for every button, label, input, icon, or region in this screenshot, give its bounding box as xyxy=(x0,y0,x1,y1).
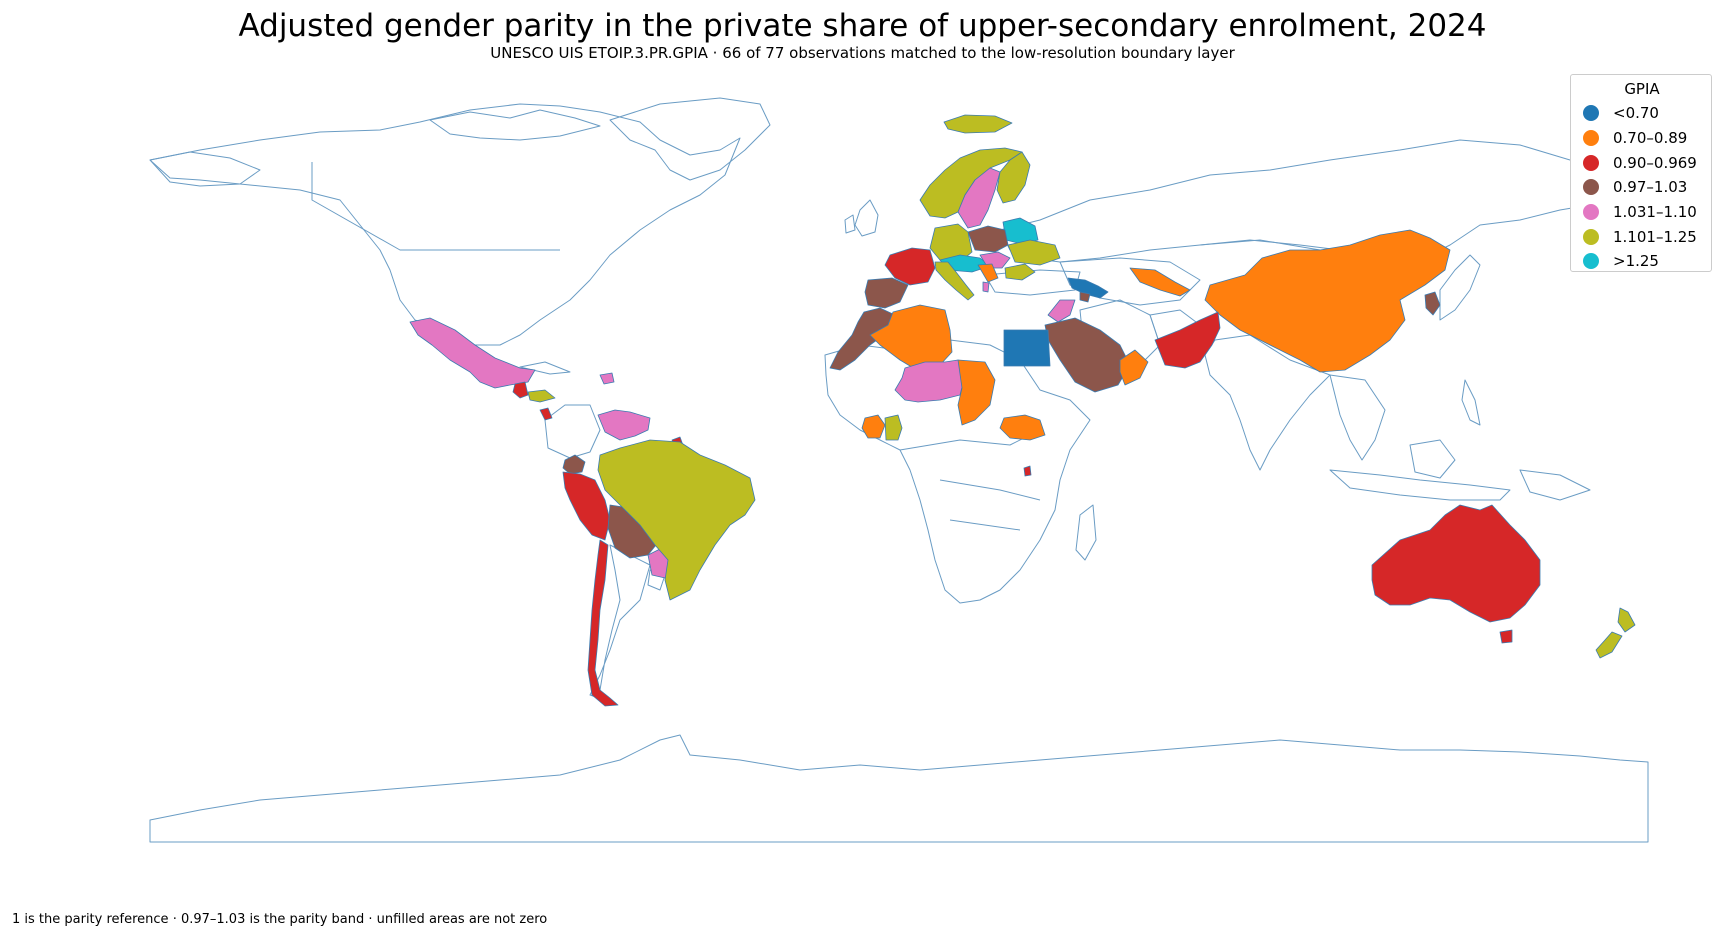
region-chile xyxy=(587,539,619,707)
region-balkans xyxy=(977,263,999,283)
footnote: 1 is the parity reference · 0.97–1.03 is… xyxy=(12,912,548,927)
region-korea xyxy=(1424,291,1441,316)
legend-swatch xyxy=(1583,155,1599,171)
region-brazil xyxy=(597,439,756,601)
region-iberia xyxy=(864,277,909,309)
region-romania xyxy=(1004,263,1036,281)
legend-label: 0.97–1.03 xyxy=(1613,178,1688,196)
africa-internal-2 xyxy=(939,479,1041,501)
region-mexico xyxy=(409,317,536,389)
canada-line xyxy=(311,162,560,251)
alaska-outline xyxy=(149,151,261,187)
region-italy xyxy=(934,261,975,301)
legend-label: 1.101–1.25 xyxy=(1613,228,1697,246)
region-albania xyxy=(982,281,990,293)
philippines-outline xyxy=(1461,379,1481,426)
map-title: Adjusted gender parity in the private sh… xyxy=(238,8,1487,44)
region-guinea-sl xyxy=(861,414,886,439)
map-subtitle: UNESCO UIS ETOIP.3.PR.GPIA · 66 of 77 ob… xyxy=(490,44,1235,62)
africa-internal-3 xyxy=(949,519,1021,531)
region-poland xyxy=(967,225,1009,253)
colombia-outline xyxy=(544,404,601,459)
region-tasmania xyxy=(1499,629,1513,644)
uk-outline xyxy=(854,199,879,237)
region-ecuador xyxy=(562,454,586,475)
legend-swatch xyxy=(1583,204,1599,220)
legend-title: GPIA xyxy=(1624,80,1660,98)
region-china xyxy=(1204,229,1451,373)
legend-swatch xyxy=(1583,130,1599,146)
legend-swatch xyxy=(1583,253,1599,269)
region-georgia-azerbaijan xyxy=(1067,277,1109,299)
cuba-outline xyxy=(519,361,571,375)
region-rwanda xyxy=(1023,465,1032,477)
region-sweden xyxy=(957,167,1001,229)
legend-swatch xyxy=(1583,229,1599,245)
region-costa-rica xyxy=(539,407,553,421)
region-jordan-iraq xyxy=(1047,299,1076,323)
greenland-outline xyxy=(609,97,771,181)
unfilled-outlines xyxy=(149,97,1649,843)
indonesia-outline xyxy=(1329,469,1511,501)
ireland-outline xyxy=(844,214,856,234)
japan-outline xyxy=(1439,254,1481,321)
region-peru xyxy=(562,471,611,541)
filled-countries xyxy=(409,114,1636,707)
argentina-outline xyxy=(589,544,651,701)
borneo-outline xyxy=(1409,439,1456,479)
mongolia-line xyxy=(1199,239,1321,251)
legend-label: 1.031–1.10 xyxy=(1613,203,1697,221)
region-guatemala xyxy=(512,381,529,399)
legend-item-gt-125: >1.25 xyxy=(1583,250,1659,272)
region-chad xyxy=(957,359,996,426)
region-niger-mali xyxy=(894,359,966,403)
region-saudi-arabia xyxy=(1044,317,1131,393)
region-france xyxy=(884,247,936,286)
region-iceland xyxy=(943,114,1013,134)
legend-item-090-0969: 0.90–0.969 xyxy=(1583,152,1697,174)
legend-item-1101-125: 1.101–1.25 xyxy=(1583,226,1697,248)
region-new-zealand-south xyxy=(1595,631,1623,659)
region-venezuela xyxy=(597,409,651,441)
region-dominican-republic xyxy=(599,372,615,385)
legend-label: >1.25 xyxy=(1613,252,1659,270)
region-pakistan xyxy=(1154,311,1221,369)
region-belize-honduras xyxy=(527,389,556,403)
legend-item-1031-110: 1.031–1.10 xyxy=(1583,201,1697,223)
legend-swatch xyxy=(1583,179,1599,195)
legend-swatch xyxy=(1583,105,1599,121)
region-finland xyxy=(996,151,1031,204)
legend-label: 0.70–0.89 xyxy=(1613,129,1688,147)
legend-item-097-103: 0.97–1.03 xyxy=(1583,176,1687,198)
north-america-outline xyxy=(149,103,741,346)
legend-label: 0.90–0.969 xyxy=(1613,154,1697,172)
region-australia xyxy=(1371,504,1541,623)
arctic-islands-outline xyxy=(429,109,601,141)
madagascar-outline xyxy=(1075,504,1097,561)
legend-item-070-089: 0.70–0.89 xyxy=(1583,127,1687,149)
southeast-asia-outline xyxy=(1329,374,1386,461)
region-uzbekistan xyxy=(1129,267,1191,297)
legend: GPIA <0.70 0.70–0.89 0.90–0.969 0.97–1.0… xyxy=(1570,74,1712,272)
region-ukraine xyxy=(1007,239,1061,266)
region-oman xyxy=(1119,349,1149,386)
region-south-sudan xyxy=(999,414,1046,441)
russia-outline xyxy=(999,139,1601,263)
region-egypt xyxy=(1003,329,1051,367)
region-new-zealand-north xyxy=(1617,607,1636,633)
region-armenia xyxy=(1079,291,1091,303)
region-cote-divoire xyxy=(884,414,903,441)
legend-label: <0.70 xyxy=(1613,104,1659,122)
india-outline xyxy=(1204,334,1331,471)
papua-outline xyxy=(1519,469,1591,501)
antarctica-outline xyxy=(149,734,1649,843)
turkey-outline xyxy=(984,269,1081,296)
legend-item-lt-070: <0.70 xyxy=(1583,102,1659,124)
